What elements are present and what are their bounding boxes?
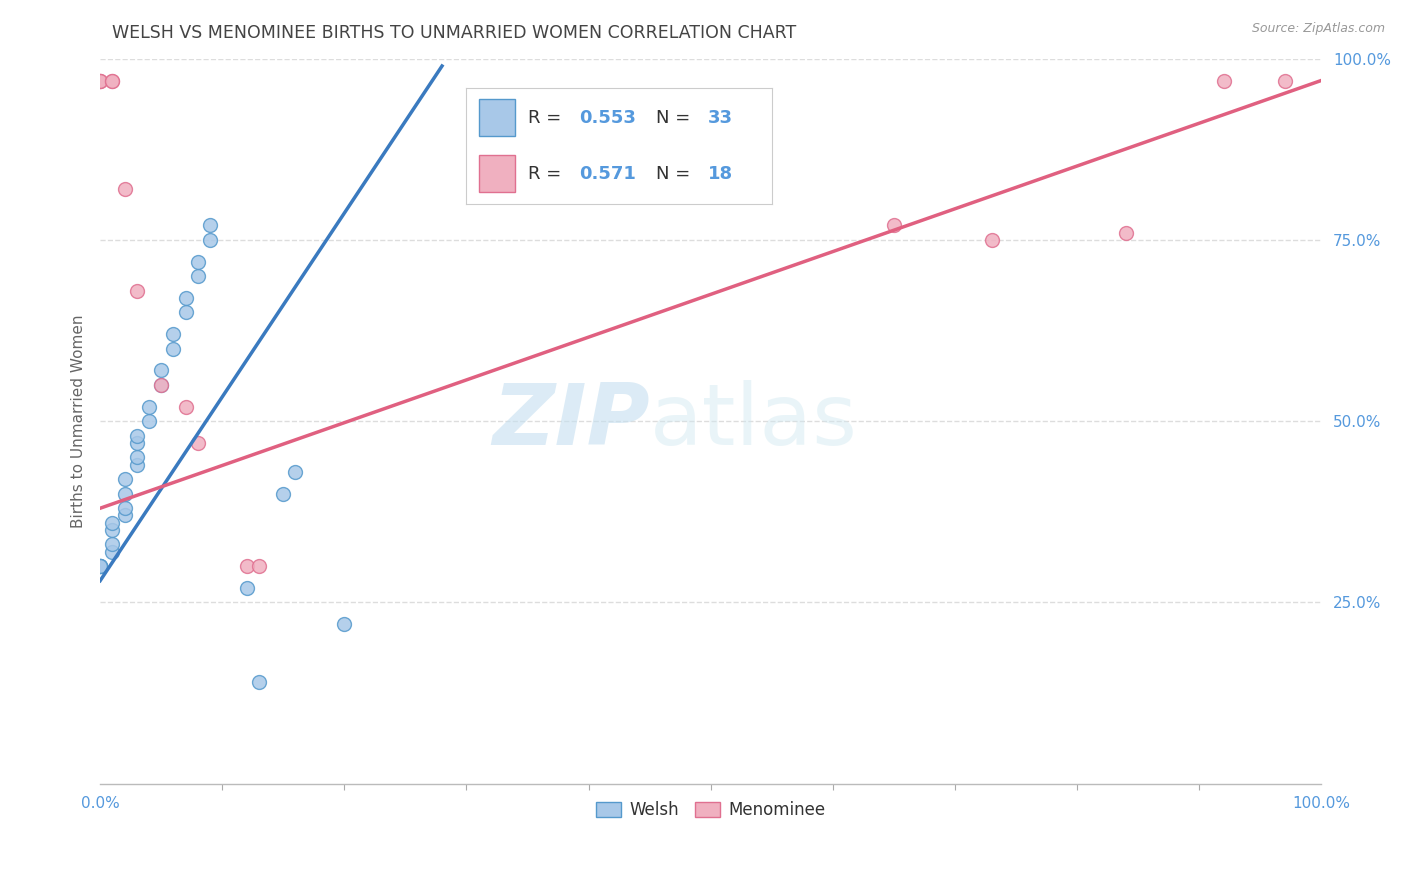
Point [89, 559, 111, 574]
Text: Source: ZipAtlas.com: Source: ZipAtlas.com [1251, 22, 1385, 36]
Text: ZIP: ZIP [492, 380, 650, 463]
Point [89, 73, 111, 87]
Point [174, 305, 197, 319]
Point [162, 327, 184, 342]
Point [138, 400, 160, 414]
Point [89, 559, 111, 574]
Point [150, 378, 173, 392]
Point [198, 233, 221, 247]
Point [247, 675, 270, 690]
Point [235, 559, 257, 574]
Point [114, 487, 136, 501]
Point [284, 465, 307, 479]
Point [114, 501, 136, 516]
Point [699, 168, 721, 182]
Legend: Welsh, Menominee: Welsh, Menominee [589, 795, 832, 826]
Point [101, 73, 124, 87]
Point [333, 617, 356, 632]
Point [150, 378, 173, 392]
Point [187, 269, 209, 284]
Point [114, 472, 136, 486]
Point [150, 363, 173, 377]
Point [114, 508, 136, 523]
Point [187, 254, 209, 268]
Point [114, 182, 136, 196]
Point [125, 436, 148, 450]
Point [125, 450, 148, 465]
Point [89, 73, 111, 87]
Point [198, 219, 221, 233]
Point [174, 400, 197, 414]
Point [271, 487, 294, 501]
Point [101, 73, 124, 87]
Point [883, 219, 905, 233]
Point [89, 73, 111, 87]
Point [162, 342, 184, 356]
Point [101, 545, 124, 559]
Point [1115, 226, 1137, 240]
Point [187, 436, 209, 450]
Point [125, 458, 148, 472]
Point [174, 291, 197, 305]
Point [125, 429, 148, 443]
Point [1274, 73, 1296, 87]
Text: atlas: atlas [650, 380, 858, 463]
Point [980, 233, 1002, 247]
Point [89, 559, 111, 574]
Y-axis label: Births to Unmarried Women: Births to Unmarried Women [72, 315, 86, 528]
Point [101, 523, 124, 537]
Point [101, 516, 124, 530]
Point [1212, 73, 1234, 87]
Point [235, 581, 257, 595]
Point [247, 559, 270, 574]
Point [138, 414, 160, 428]
Point [89, 559, 111, 574]
Point [125, 284, 148, 298]
Text: WELSH VS MENOMINEE BIRTHS TO UNMARRIED WOMEN CORRELATION CHART: WELSH VS MENOMINEE BIRTHS TO UNMARRIED W… [112, 24, 797, 42]
Point [101, 537, 124, 551]
